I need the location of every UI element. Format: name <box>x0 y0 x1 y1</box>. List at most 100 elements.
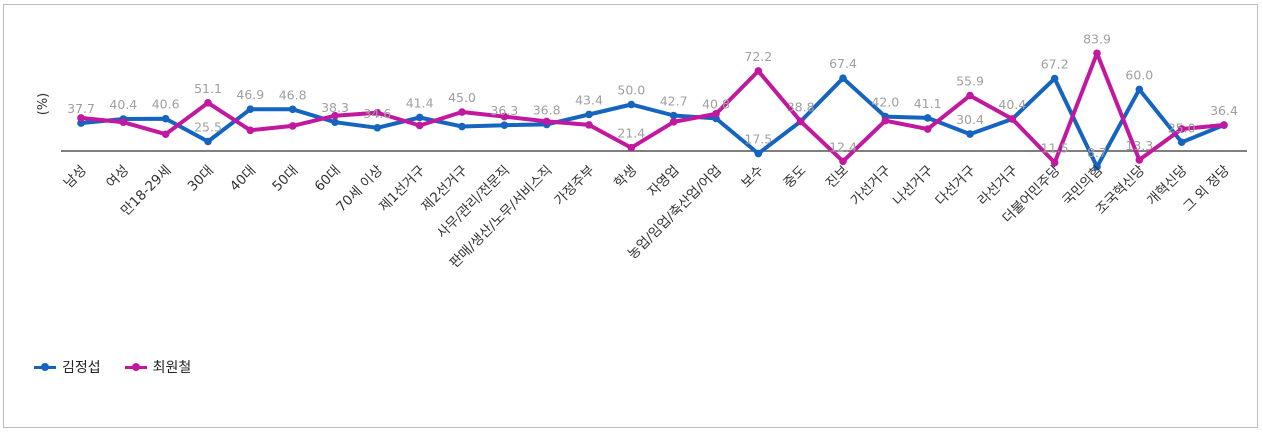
data-label-0-12: 43.4 <box>575 92 603 107</box>
x-tick-label-0: 남성 <box>61 163 90 192</box>
data-point-1-14[interactable] <box>669 118 678 126</box>
data-point-1-9[interactable] <box>458 108 466 116</box>
data-point-0-21[interactable] <box>966 130 974 138</box>
x-tick-label-3: 30대 <box>185 163 217 195</box>
data-point-0-20[interactable] <box>923 114 932 122</box>
data-label-0-0: 37.7 <box>67 101 95 116</box>
data-label-0-8: 41.4 <box>406 95 434 110</box>
data-label-0-2: 40.6 <box>152 97 180 112</box>
data-point-1-8[interactable] <box>415 121 424 130</box>
data-point-1-23[interactable] <box>1050 158 1059 167</box>
data-point-1-13[interactable] <box>627 143 636 152</box>
data-label-0-15: 40.8 <box>702 96 730 111</box>
data-label-1-16: 72.2 <box>744 49 772 64</box>
data-label-0-11: 36.8 <box>533 102 561 117</box>
data-label-1-23: 11.5 <box>1041 141 1069 156</box>
x-tick-label-13: 학생 <box>611 163 640 192</box>
data-point-1-7[interactable] <box>373 108 382 117</box>
x-tick-label-10: 사무/관리/전문직 <box>434 163 513 242</box>
x-tick-label-27: 그 외 정당 <box>1180 163 1233 216</box>
data-label-0-19: 42.0 <box>871 95 899 110</box>
data-point-0-16[interactable] <box>754 149 763 158</box>
data-point-0-26[interactable] <box>1177 138 1186 147</box>
x-tick-label-4: 40대 <box>227 163 259 195</box>
data-point-1-10[interactable] <box>500 112 509 121</box>
x-tick-label-5: 50대 <box>269 163 301 195</box>
series-line-1 <box>79 51 1226 165</box>
legend-item-series-1[interactable]: 최원철 <box>124 357 192 377</box>
legend-label-series-1: 최원철 <box>152 360 192 376</box>
data-label-0-14: 42.7 <box>660 94 688 109</box>
data-point-1-11[interactable] <box>542 117 551 126</box>
data-point-1-3[interactable] <box>204 99 212 107</box>
data-label-1-24: 83.9 <box>1083 31 1111 46</box>
data-point-0-7[interactable] <box>373 123 382 132</box>
data-point-0-2[interactable] <box>161 114 170 123</box>
x-tick-label-21: 다선거구 <box>932 163 978 209</box>
data-point-1-4[interactable] <box>246 126 255 135</box>
data-point-0-4[interactable] <box>246 105 255 113</box>
data-label-0-4: 46.9 <box>236 87 264 102</box>
data-label-0-5: 46.8 <box>279 87 307 102</box>
data-label-0-13: 50.0 <box>617 83 645 98</box>
data-point-1-12[interactable] <box>585 121 593 129</box>
data-label-1-18: 12.4 <box>829 139 857 154</box>
legend-item-series-0[interactable]: 김정섭 <box>34 357 101 377</box>
data-label-1-3: 51.1 <box>194 81 222 96</box>
data-point-1-5[interactable] <box>288 122 297 130</box>
data-point-1-17[interactable] <box>796 117 805 126</box>
data-point-0-24[interactable] <box>1093 163 1101 171</box>
data-point-0-23[interactable] <box>1050 74 1059 83</box>
data-point-1-18[interactable] <box>839 157 847 166</box>
data-point-1-27[interactable] <box>1220 121 1228 129</box>
data-point-0-14[interactable] <box>669 111 678 120</box>
data-label-0-7: 34.6 <box>363 106 391 121</box>
data-label-1-25: 13.3 <box>1125 138 1153 153</box>
data-point-0-5[interactable] <box>288 105 297 114</box>
data-point-1-20[interactable] <box>923 125 932 133</box>
data-label-1-9: 45.0 <box>448 90 476 105</box>
data-point-1-19[interactable] <box>881 116 890 125</box>
data-point-1-22[interactable] <box>1008 115 1017 123</box>
data-point-0-12[interactable] <box>585 110 593 119</box>
y-axis-label: (%) <box>36 93 51 116</box>
data-point-1-24[interactable] <box>1093 49 1101 58</box>
data-label-0-20: 41.1 <box>914 96 942 111</box>
data-point-1-6[interactable] <box>331 111 339 120</box>
data-point-1-0[interactable] <box>77 114 85 122</box>
x-tick-label-18: 진보 <box>823 163 852 192</box>
data-point-0-6[interactable] <box>331 118 339 126</box>
data-point-1-25[interactable] <box>1135 156 1144 164</box>
series-line-0 <box>79 76 1226 169</box>
data-label-1-13: 21.4 <box>617 126 645 141</box>
legend-swatch-series-1 <box>124 361 147 373</box>
data-point-0-10[interactable] <box>500 121 509 129</box>
x-tick-label-1: 여성 <box>103 163 132 192</box>
data-point-0-8[interactable] <box>415 113 424 122</box>
data-point-0-25[interactable] <box>1135 85 1144 94</box>
data-label-0-23: 67.2 <box>1041 57 1069 72</box>
data-point-0-3[interactable] <box>204 137 212 146</box>
data-point-1-2[interactable] <box>161 130 170 139</box>
data-point-1-16[interactable] <box>754 67 763 75</box>
data-label-0-16: 17.5 <box>744 132 772 147</box>
data-label-0-22: 40.4 <box>998 97 1026 112</box>
x-tick-label-6: 60대 <box>312 163 344 195</box>
legend-label-series-0: 김정섭 <box>62 360 101 376</box>
x-tick-label-14: 자영업 <box>645 163 683 201</box>
data-label-0-17: 38.8 <box>787 99 815 114</box>
x-tick-label-12: 가정주부 <box>551 163 597 209</box>
data-point-0-18[interactable] <box>839 74 847 83</box>
data-point-1-21[interactable] <box>966 91 974 100</box>
x-tick-label-16: 보수 <box>738 163 767 192</box>
data-label-0-1: 40.4 <box>109 97 137 112</box>
x-tick-label-20: 나선거구 <box>890 163 936 209</box>
data-point-1-1[interactable] <box>119 118 128 126</box>
data-point-1-26[interactable] <box>1177 125 1186 133</box>
data-label-0-27: 36.4 <box>1210 103 1238 118</box>
data-label-0-24: 8.7 <box>1087 145 1107 160</box>
legend-swatch-series-0 <box>34 361 56 373</box>
data-point-1-15[interactable] <box>712 110 720 118</box>
data-point-0-9[interactable] <box>458 122 466 131</box>
data-point-0-13[interactable] <box>627 100 636 109</box>
